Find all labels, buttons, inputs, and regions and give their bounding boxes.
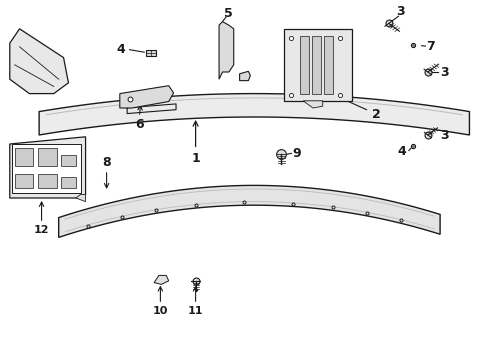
Text: 4: 4 (117, 43, 125, 56)
Bar (324, 36, 332, 94)
Polygon shape (154, 275, 168, 284)
Text: 10: 10 (152, 306, 168, 316)
Polygon shape (239, 71, 250, 81)
Text: 9: 9 (292, 147, 301, 159)
Polygon shape (120, 86, 173, 108)
Bar (12, 144, 81, 193)
Polygon shape (10, 29, 68, 94)
Bar (311, 36, 320, 94)
Text: 3: 3 (440, 129, 448, 141)
Bar (38, 174, 57, 188)
Text: 11: 11 (187, 306, 203, 316)
Text: 3: 3 (439, 66, 447, 78)
Polygon shape (219, 22, 233, 79)
Text: 6: 6 (135, 118, 143, 131)
Text: 5: 5 (224, 7, 233, 20)
Text: 3: 3 (396, 5, 405, 18)
Polygon shape (76, 194, 85, 202)
Polygon shape (303, 101, 322, 108)
Text: 12: 12 (34, 225, 49, 235)
Bar (38, 148, 57, 166)
Bar (61, 155, 76, 166)
Polygon shape (59, 185, 439, 237)
Text: 1: 1 (191, 152, 200, 165)
Text: 2: 2 (371, 108, 380, 121)
Polygon shape (145, 50, 155, 56)
Bar (299, 36, 308, 94)
Bar (283, 29, 351, 101)
Text: 7: 7 (425, 40, 434, 53)
Polygon shape (10, 137, 85, 198)
Bar (61, 177, 76, 188)
Text: 4: 4 (397, 145, 406, 158)
Bar (15, 174, 33, 188)
Bar (15, 148, 33, 166)
Text: 8: 8 (102, 156, 111, 169)
Polygon shape (39, 94, 468, 135)
